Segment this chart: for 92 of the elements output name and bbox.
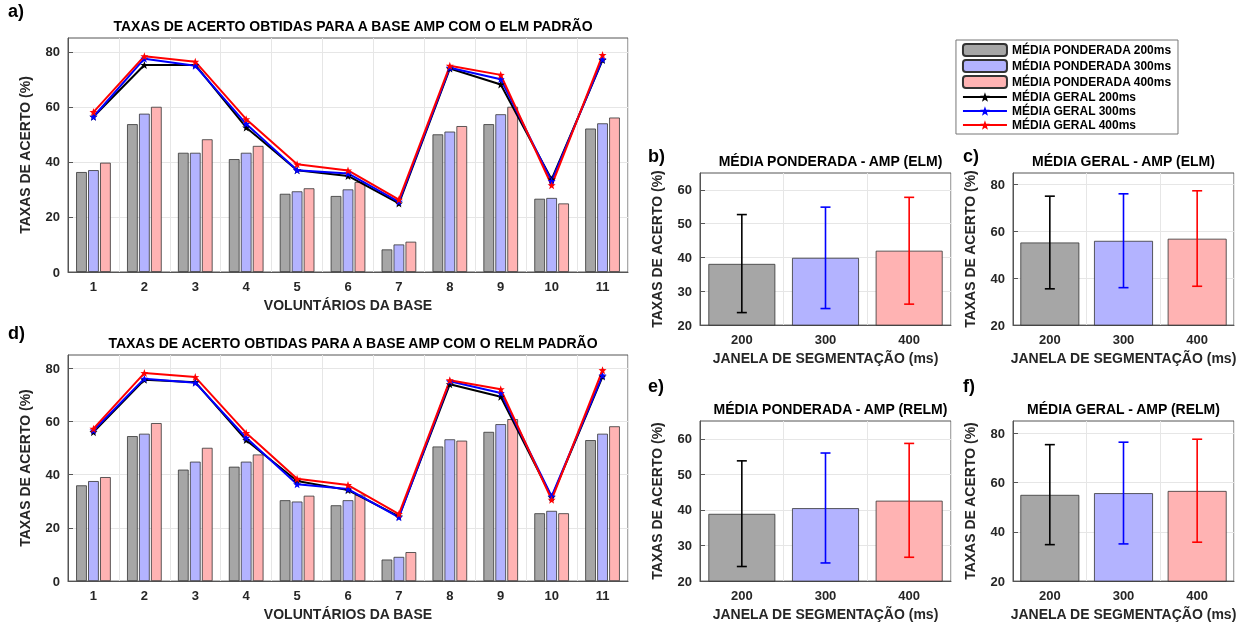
text: b) xyxy=(648,146,665,166)
x-axis-title: JANELA DE SEGMENTAÇÃO (ms) xyxy=(712,605,939,622)
x-tick-label: 300 xyxy=(1112,332,1135,348)
y-tick-label: 60 xyxy=(990,475,1005,491)
x-tick-label: 7 xyxy=(395,279,403,294)
y-axis-title: TAXAS DE ACERTO (%) xyxy=(649,170,665,328)
x-tick-label: 200 xyxy=(730,588,753,604)
x-axis-title: VOLUNTÁRIOS DA BASE xyxy=(263,296,433,313)
y-tick-label: 20 xyxy=(990,573,1005,589)
x-axis-title: JANELA DE SEGMENTAÇÃO (ms) xyxy=(1010,605,1237,622)
y-tick-label: 60 xyxy=(45,99,60,115)
x-tick-label: 400 xyxy=(898,332,921,348)
y-tick-label: 0 xyxy=(52,264,60,280)
y-tick-label: 30 xyxy=(677,538,692,554)
x-tick-label: 1 xyxy=(89,588,98,604)
x-tick-label: 5 xyxy=(293,279,301,294)
x-tick-label: 9 xyxy=(497,279,505,294)
y-tick-label: 20 xyxy=(45,209,60,225)
x-tick-label: 3 xyxy=(191,279,199,294)
y-axis-title: TAXAS DE ACERTO (%) xyxy=(17,389,33,547)
legend-label: MÉDIA PONDERADA 200ms xyxy=(1011,42,1172,57)
y-tick-label: 20 xyxy=(990,317,1005,333)
y-tick-label: 50 xyxy=(677,466,692,482)
text: a) xyxy=(8,1,25,21)
y-tick-label: 40 xyxy=(990,524,1005,540)
x-tick-label: 9 xyxy=(497,588,505,604)
y-tick-label: 20 xyxy=(677,573,692,589)
chart-title: MÉDIA GERAL - AMP (RELM) xyxy=(1027,401,1220,417)
y-tick-label: 60 xyxy=(677,431,692,447)
y-tick-label: 30 xyxy=(677,283,692,299)
y-tick-label: 80 xyxy=(990,177,1005,193)
y-tick-label: 40 xyxy=(677,250,692,265)
y-axis-title: TAXAS DE ACERTO (%) xyxy=(649,422,665,580)
legend-label: MÉDIA GERAL 200ms xyxy=(1011,89,1137,104)
x-tick-label: 200 xyxy=(730,332,753,348)
y-tick-label: 60 xyxy=(677,182,692,198)
x-tick-label: 4 xyxy=(242,588,251,604)
x-tick-label: 8 xyxy=(446,279,454,294)
x-tick-label: 1 xyxy=(89,279,98,294)
x-tick-label: 6 xyxy=(344,588,352,604)
legend-label: MÉDIA PONDERADA 300ms xyxy=(1011,58,1172,73)
x-axis-title: VOLUNTÁRIOS DA BASE xyxy=(263,606,433,622)
x-tick-label: 7 xyxy=(395,588,403,604)
x-tick-label: 400 xyxy=(898,588,921,604)
x-tick-label: 10 xyxy=(544,279,559,294)
legend-label: MÉDIA PONDERADA 400ms xyxy=(1011,74,1172,89)
x-tick-label: 400 xyxy=(1186,588,1209,604)
y-tick-label: 80 xyxy=(45,44,60,60)
text: d) xyxy=(8,323,25,343)
y-axis-title: TAXAS DE ACERTO (%) xyxy=(962,170,978,328)
x-tick-label: 2 xyxy=(140,588,148,604)
x-tick-label: 300 xyxy=(814,588,837,604)
x-tick-label: 11 xyxy=(595,279,610,294)
x-tick-label: 2 xyxy=(140,279,148,294)
y-tick-label: 40 xyxy=(45,467,60,483)
chart-title: MÉDIA PONDERADA - AMP (RELM) xyxy=(713,401,948,417)
x-tick-label: 300 xyxy=(814,332,837,348)
x-tick-label: 11 xyxy=(595,588,610,604)
legend-label: MÉDIA GERAL 400ms xyxy=(1011,117,1137,132)
x-tick-label: 5 xyxy=(293,588,301,604)
x-tick-label: 3 xyxy=(191,588,199,604)
chart-title: TAXAS DE ACERTO OBTIDAS PARA A BASE AMP COM O RELM PADRÃO xyxy=(108,334,598,351)
x-tick-label: 200 xyxy=(1038,588,1061,604)
chart-title: MÉDIA PONDERADA - AMP (ELM) xyxy=(718,153,943,169)
y-tick-label: 20 xyxy=(45,520,60,536)
y-tick-label: 80 xyxy=(45,360,60,376)
y-tick-label: 40 xyxy=(990,270,1005,286)
chart-title: MÉDIA GERAL - AMP (ELM) xyxy=(1032,153,1215,169)
chart-title: TAXAS DE ACERTO OBTIDAS PARA A BASE AMP COM O ELM PADRÃO xyxy=(113,17,593,34)
text: f) xyxy=(963,376,975,396)
x-tick-label: 8 xyxy=(446,588,454,604)
y-axis-title: TAXAS DE ACERTO (%) xyxy=(17,76,33,234)
y-axis-title: TAXAS DE ACERTO (%) xyxy=(962,422,978,580)
y-tick-label: 0 xyxy=(52,573,60,589)
y-tick-label: 50 xyxy=(677,216,692,232)
text: c) xyxy=(963,146,980,166)
x-axis-title: JANELA DE SEGMENTAÇÃO (ms) xyxy=(1010,349,1237,366)
x-axis-title: JANELA DE SEGMENTAÇÃO (ms) xyxy=(712,349,939,366)
x-tick-label: 10 xyxy=(544,588,559,604)
y-tick-label: 40 xyxy=(677,502,692,518)
legend-label: MÉDIA GERAL 300ms xyxy=(1011,103,1137,118)
y-tick-label: 80 xyxy=(990,425,1005,441)
y-tick-label: 40 xyxy=(45,154,60,170)
text: e) xyxy=(648,376,665,396)
x-tick-label: 200 xyxy=(1038,332,1061,348)
x-tick-label: 300 xyxy=(1112,588,1135,604)
x-tick-label: 400 xyxy=(1186,332,1209,348)
y-tick-label: 20 xyxy=(677,317,692,333)
y-tick-label: 60 xyxy=(45,414,60,429)
x-tick-label: 6 xyxy=(344,279,352,294)
x-tick-label: 4 xyxy=(242,279,251,294)
y-tick-label: 60 xyxy=(990,224,1005,239)
